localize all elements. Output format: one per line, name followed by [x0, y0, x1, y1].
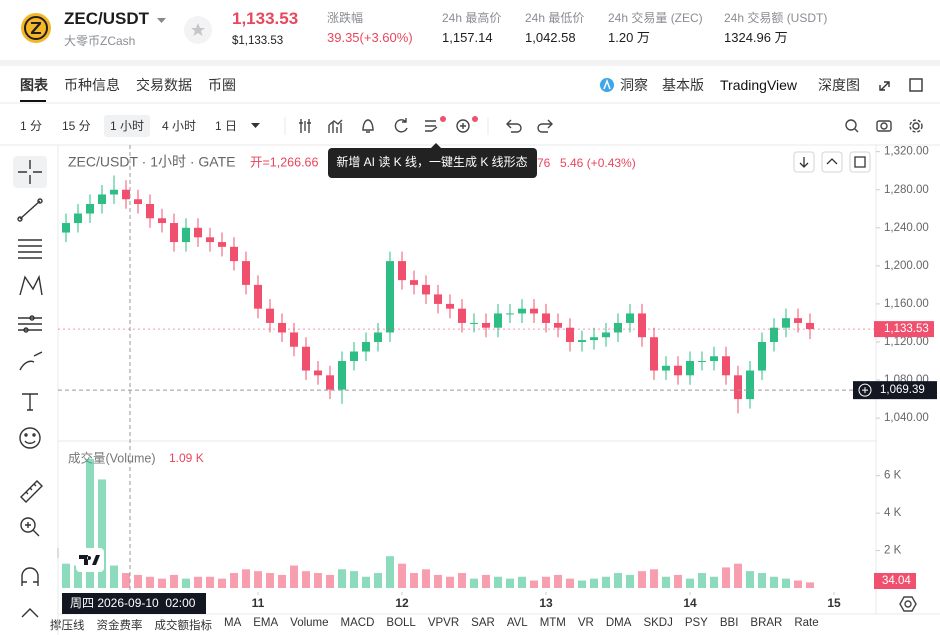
view-option[interactable]: 基本版	[662, 77, 704, 93]
indicator[interactable]: Rate	[794, 617, 819, 629]
indicator[interactable]: VR	[577, 617, 594, 629]
symbol-dropdown[interactable]	[156, 16, 168, 26]
header: ZEC/USDT 大零币ZCash 1,133.53 $1,133.53 涨跌幅…	[0, 0, 940, 60]
stat-label: 涨跌幅	[327, 11, 364, 25]
indicator[interactable]: EMA	[253, 617, 279, 629]
coin-name: 大零币ZCash	[64, 34, 136, 48]
stat-label: 24h 交易额 (USDT)	[724, 11, 828, 25]
price-usd: $1,133.53	[232, 35, 284, 47]
tab[interactable]: 图表	[20, 77, 48, 93]
view-option[interactable]: 洞察	[620, 77, 648, 93]
indicator[interactable]: Volume	[290, 617, 329, 629]
coin-logo	[21, 13, 51, 43]
indicator[interactable]: MACD	[340, 617, 375, 629]
tab[interactable]: 币种信息	[64, 77, 120, 93]
indicator[interactable]: BBI	[719, 617, 739, 629]
price: 1,133.53	[232, 9, 299, 28]
chart-panel: 图表 币种信息 交易数据 币圈 洞察 基本版 TradingView 深度图 1…	[0, 66, 940, 635]
indicator[interactable]: SAR	[471, 617, 495, 629]
indicator[interactable]: MA	[224, 617, 242, 629]
indicator[interactable]: BOLL	[386, 617, 416, 629]
interval[interactable]: 1 日	[215, 119, 238, 133]
interval[interactable]: 4 小时	[162, 119, 197, 133]
tab[interactable]: 交易数据	[136, 77, 192, 93]
view-option[interactable]: TradingView	[720, 77, 798, 93]
indicator-bar: 撑压线 资金费率 成交额指标 MA EMA Volume MACD BOLL VPVR SAR AV…	[50, 617, 819, 633]
stat-value: 39.35(+3.60%)	[327, 30, 413, 45]
indicator[interactable]: VPVR	[427, 617, 460, 629]
favorite-button[interactable]	[183, 15, 213, 45]
stat-label: 24h 最高价	[442, 11, 502, 25]
indicator[interactable]: DMA	[605, 617, 632, 629]
indicator[interactable]: MTM	[539, 617, 566, 629]
stat-label: 24h 交易量 (ZEC)	[608, 11, 703, 25]
symbol[interactable]: ZEC/USDT	[64, 9, 149, 28]
indicator[interactable]: 成交额指标	[154, 620, 213, 632]
indicator[interactable]: 资金费率	[96, 620, 143, 632]
indicator[interactable]: 撑压线	[50, 620, 85, 632]
indicator[interactable]: BRAR	[750, 617, 783, 629]
indicator[interactable]: SKDJ	[643, 617, 673, 629]
stat-value: 1.20 万	[608, 30, 650, 45]
interval[interactable]: 1 分	[20, 119, 43, 133]
stat-value: 1,157.14	[442, 30, 493, 45]
tab[interactable]: 币圈	[208, 77, 236, 93]
indicator[interactable]: AVL	[506, 617, 528, 629]
stat-value: 1324.96 万	[724, 30, 788, 45]
stat-label: 24h 最低价	[525, 11, 585, 25]
interval-active[interactable]: 1 小时	[104, 115, 151, 137]
indicator[interactable]: PSY	[684, 617, 708, 629]
view-option[interactable]: 深度图	[818, 77, 860, 93]
stat-value: 1,042.58	[525, 30, 576, 45]
interval[interactable]: 15 分	[62, 119, 91, 133]
